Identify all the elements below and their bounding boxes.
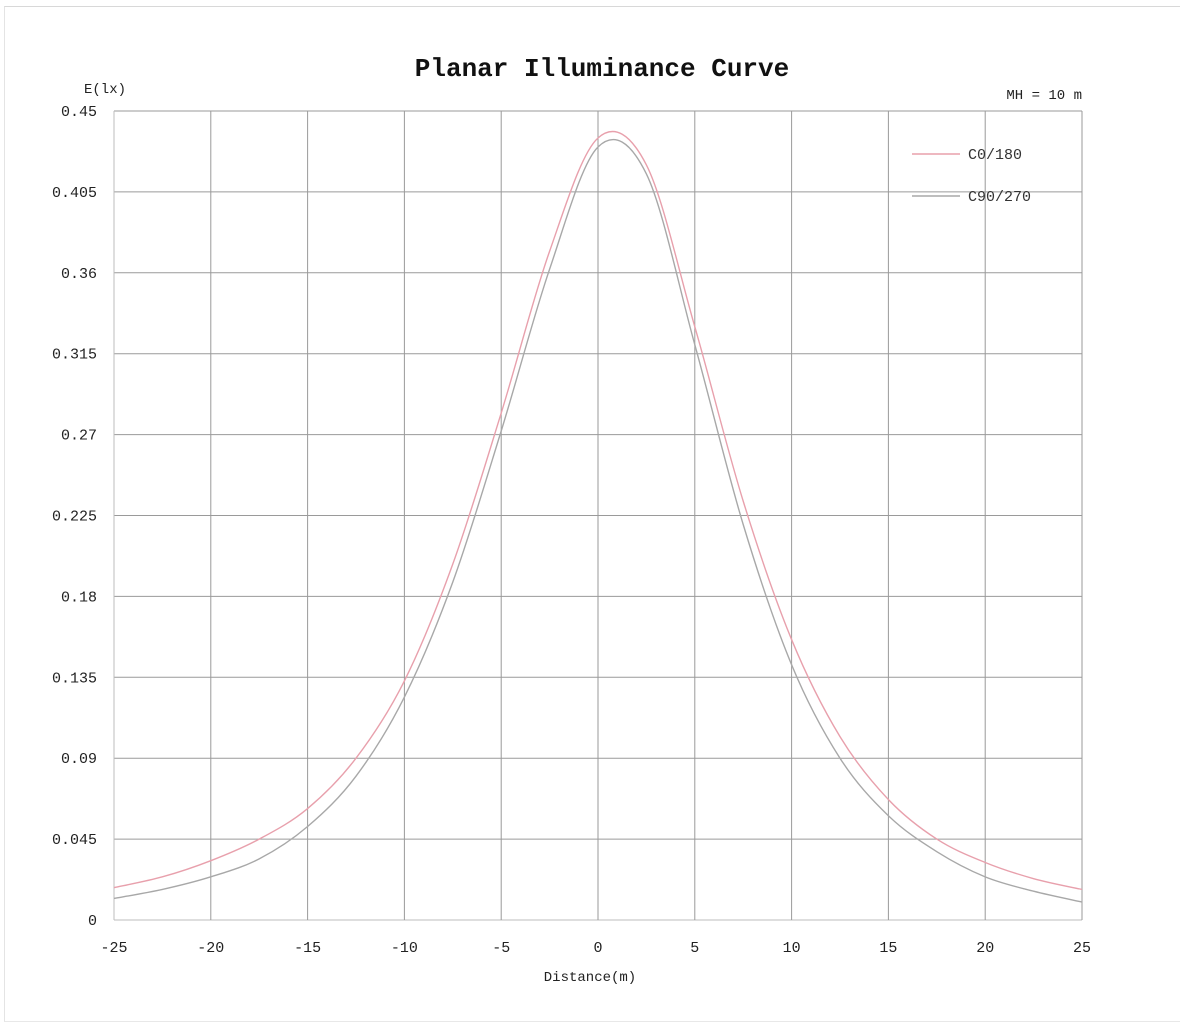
legend: C0/180 C90/270	[912, 147, 1031, 206]
x-tick-label: -15	[294, 940, 321, 957]
series-lines	[113, 130, 1083, 903]
legend-label: C0/180	[968, 147, 1022, 164]
series-line-c90-270	[113, 138, 1083, 903]
y-axis-label: E(lx)	[84, 82, 126, 98]
y-tick-label: 0.135	[52, 670, 97, 687]
tick-labels: 0 0.045 0.09 0.135 0.18 0.225 0.27 0.315 0.36 0.4…	[52, 104, 1091, 957]
series-line-c0-180	[113, 130, 1083, 891]
y-tick-label: 0.27	[61, 428, 97, 445]
y-tick-label: 0.315	[52, 347, 97, 364]
chart-frame	[4, 6, 1180, 1022]
legend-label: C90/270	[968, 189, 1031, 206]
x-tick-label: -10	[391, 940, 418, 957]
y-tick-label: 0.045	[52, 832, 97, 849]
x-tick-label: 0	[593, 940, 602, 957]
mh-annotation: MH = 10 m	[1006, 88, 1082, 104]
x-tick-label: 15	[879, 940, 897, 957]
y-tick-label: 0.09	[61, 751, 97, 768]
x-tick-label: 25	[1073, 940, 1091, 957]
x-tick-label: 10	[783, 940, 801, 957]
x-tick-label: -20	[197, 940, 224, 957]
x-tick-label: 20	[976, 940, 994, 957]
x-tick-label: -5	[492, 940, 510, 957]
y-tick-label: 0.18	[61, 589, 97, 606]
chart-title: Planar Illuminance Curve	[415, 54, 789, 84]
x-tick-label: 5	[690, 940, 699, 957]
x-tick-label: -25	[100, 940, 127, 957]
y-tick-label: 0.36	[61, 266, 97, 283]
x-axis-label: Distance(m)	[544, 970, 636, 986]
y-tick-label: 0	[88, 913, 97, 930]
grid	[113, 110, 1083, 921]
y-tick-label: 0.405	[52, 185, 97, 202]
y-tick-label: 0.45	[61, 104, 97, 121]
y-tick-label: 0.225	[52, 509, 97, 526]
